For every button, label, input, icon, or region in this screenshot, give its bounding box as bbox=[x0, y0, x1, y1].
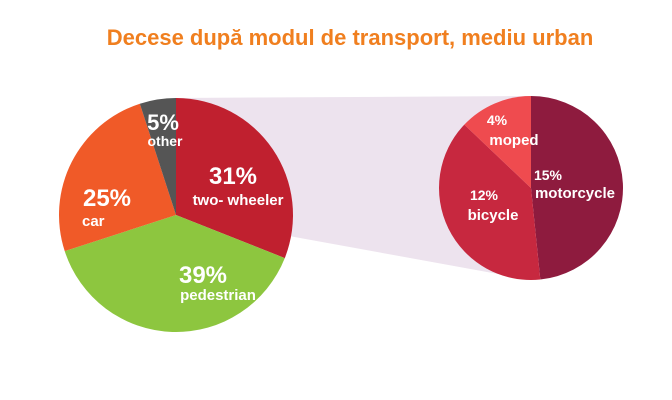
breakdown-slice-bicycle-label: bicycle bbox=[468, 207, 519, 224]
breakdown-slice-moped-label: moped bbox=[489, 132, 538, 149]
breakdown-slice-motorcycle-percent: 15% bbox=[534, 167, 563, 183]
slice-car-percent: 25% bbox=[83, 185, 131, 212]
slice-other-label: other bbox=[148, 133, 184, 149]
slice-pedestrian-percent: 39% bbox=[179, 262, 227, 289]
slice-two-wheeler-percent: 31% bbox=[209, 163, 257, 190]
breakdown-pie bbox=[439, 96, 624, 280]
breakdown-slice-motorcycle bbox=[531, 96, 624, 280]
slice-two-wheeler-label: two- wheeler bbox=[193, 192, 284, 209]
breakdown-slice-moped-percent: 4% bbox=[487, 112, 508, 128]
slice-other bbox=[139, 98, 176, 215]
breakdown-slice-bicycle bbox=[439, 124, 541, 280]
breakdown-slice-bicycle-percent: 12% bbox=[470, 187, 499, 203]
slice-other-percent: 5% bbox=[147, 110, 179, 135]
main-pie bbox=[59, 98, 293, 333]
slice-two-wheeler bbox=[176, 98, 293, 259]
slice-car-label: car bbox=[82, 213, 105, 230]
slice-car bbox=[59, 103, 176, 252]
breakdown-slice-motorcycle-label: motorcycle bbox=[535, 185, 615, 202]
chart-title: Decese după modul de transport, mediu ur… bbox=[107, 25, 594, 50]
slice-pedestrian bbox=[64, 215, 285, 333]
slice-pedestrian-label: pedestrian bbox=[180, 287, 256, 304]
slice-labels: 31% two- wheeler 39%pedestrian 25%car 5%othe… bbox=[82, 110, 615, 304]
breakdown-slice-moped bbox=[464, 96, 531, 188]
